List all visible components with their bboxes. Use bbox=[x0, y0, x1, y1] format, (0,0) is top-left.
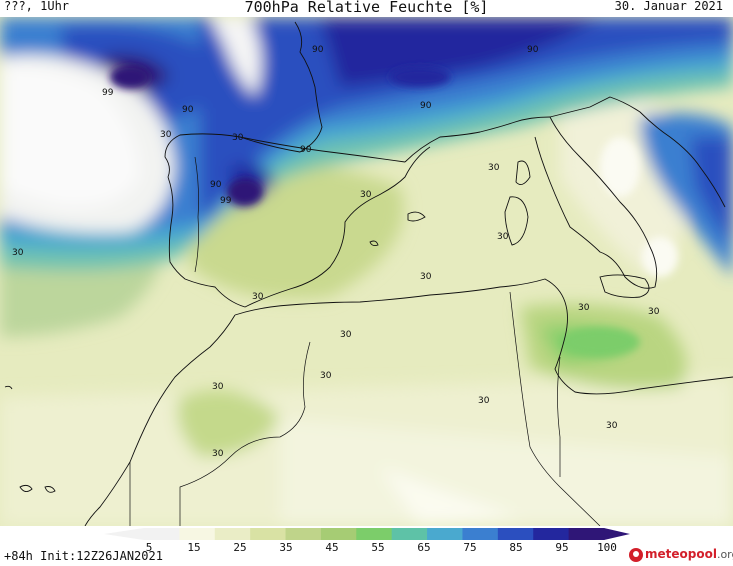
valid-time-label: ???, 1Uhr bbox=[4, 0, 70, 13]
colorbar-cell bbox=[250, 528, 287, 540]
colorbar-tick: 100 bbox=[597, 541, 617, 554]
date-label: 30. Januar 2021 bbox=[614, 0, 723, 13]
contour-label: 30 bbox=[606, 421, 618, 431]
contour-label: 90 bbox=[182, 105, 194, 115]
colorbar-cell bbox=[144, 528, 180, 540]
colorbar-tick: 65 bbox=[417, 541, 431, 554]
logo-text: meteopool.org bbox=[645, 547, 733, 561]
colorbar-cell bbox=[356, 528, 393, 540]
colorbar-tick: 45 bbox=[325, 541, 339, 554]
contour-label: 90 bbox=[527, 45, 539, 55]
contour-label: 30 bbox=[420, 272, 432, 282]
logo-icon bbox=[629, 548, 643, 562]
contour-label: 30 bbox=[648, 307, 660, 317]
colorbar-tick: 95 bbox=[555, 541, 569, 554]
meteopool-logo[interactable]: meteopool.org bbox=[629, 547, 733, 563]
coastlines bbox=[4, 21, 733, 526]
contour-label: 90 bbox=[312, 45, 324, 55]
colorbar-cell bbox=[214, 528, 251, 540]
colorbar-tick: 85 bbox=[509, 541, 523, 554]
colorbar-cell bbox=[391, 528, 428, 540]
colorbar-cell bbox=[568, 528, 605, 540]
colorbar-tick: 75 bbox=[463, 541, 477, 554]
header-bar: ???, 1Uhr 700hPa Relative Feuchte [%] 30… bbox=[0, 0, 733, 17]
contour-label: 30 bbox=[497, 232, 509, 242]
colorbar-tick: 55 bbox=[371, 541, 385, 554]
country-borders bbox=[129, 156, 601, 526]
map-title: 700hPa Relative Feuchte [%] bbox=[244, 0, 489, 16]
colorbar-tick: 15 bbox=[187, 541, 201, 554]
humidity-detail bbox=[110, 65, 678, 357]
contour-label: 30 bbox=[488, 163, 500, 173]
map-canvas: 90 99 90 30 90 90 90 90 99 30 30 30 30 3… bbox=[0, 17, 733, 526]
contour-label: 30 bbox=[212, 449, 224, 459]
contour-labels: 90 99 90 30 90 90 90 90 99 30 30 30 30 3… bbox=[12, 45, 660, 459]
colorbar-cell bbox=[179, 528, 216, 540]
colorbar-tick: 5 bbox=[145, 541, 153, 554]
contour-label: 90 bbox=[300, 145, 312, 155]
colorbar-cell bbox=[285, 528, 322, 540]
colorbar-cell bbox=[497, 528, 534, 540]
contour-label: 30 bbox=[360, 190, 372, 200]
contour-label: 30 bbox=[212, 382, 224, 392]
contour-label: 30 bbox=[252, 292, 264, 302]
colorbar-cell bbox=[320, 528, 357, 540]
contour-label: 30 bbox=[160, 130, 172, 140]
colorbar-cell bbox=[462, 528, 499, 540]
colorbar: 5 15 25 35 45 55 65 75 85 95 100 +84h In… bbox=[0, 526, 733, 566]
contour-label: 90 bbox=[210, 180, 222, 190]
init-time-label: +84h Init:12Z26JAN2021 bbox=[4, 549, 163, 563]
colorbar-tick: 25 bbox=[233, 541, 247, 554]
contour-label: 30 bbox=[320, 371, 332, 381]
colorbar-tick: 35 bbox=[279, 541, 293, 554]
humidity-map: 90 99 90 30 90 90 90 90 99 30 30 30 30 3… bbox=[0, 17, 733, 526]
contour-label: 30 bbox=[340, 330, 352, 340]
colorbar-cell bbox=[427, 528, 463, 540]
colorbar-arrow-right bbox=[604, 528, 630, 540]
colorbar-arrow-left bbox=[104, 528, 144, 540]
contour-label: 30 bbox=[12, 248, 24, 258]
colorbar-strip bbox=[104, 528, 630, 540]
contour-label: 99 bbox=[102, 88, 114, 98]
colorbar-cell bbox=[533, 528, 570, 540]
contour-label: 90 bbox=[420, 101, 432, 111]
contour-label: 30 bbox=[478, 396, 490, 406]
contour-label: 30 bbox=[578, 303, 590, 313]
contour-label: 30 bbox=[232, 133, 244, 143]
contour-label: 99 bbox=[220, 196, 232, 206]
